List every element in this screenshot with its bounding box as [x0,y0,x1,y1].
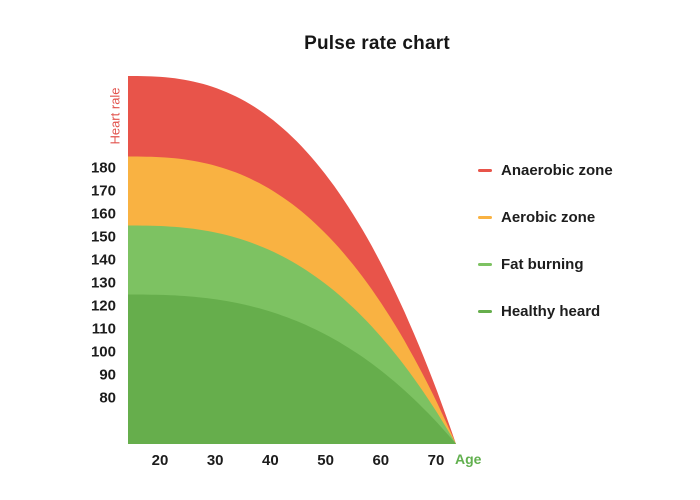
zone-healthy-heard [128,294,456,444]
y-tick-label: 120 [90,297,116,315]
x-tick-label: 40 [262,452,279,469]
x-tick-label: 70 [427,452,445,469]
legend: Anaerobic zone Aerobic zone Fat burning … [478,161,613,320]
legend-label: Aerobic zone [501,208,596,226]
legend-item-fat-burning: Fat burning [478,255,613,273]
y-tick-label: 180 [90,159,116,177]
legend-label: Healthy heard [501,302,601,320]
legend-item-healthy-heard: Healthy heard [478,302,613,320]
legend-item-anaerobic: Anaerobic zone [478,161,613,179]
chart-title: Pulse rate chart [304,33,450,54]
anaerobic-dash-icon [478,168,492,172]
x-tick-label: 30 [206,452,224,469]
x-tick-label: 50 [317,452,334,469]
y-tick-label: 150 [90,228,116,246]
fat-burning-dash-icon [478,262,492,266]
legend-item-aerobic: Aerobic zone [478,208,613,226]
y-tick-label: 90 [99,366,116,384]
x-axis-label: Age [455,451,482,467]
y-tick-label: 100 [90,343,116,361]
x-tick-label: 60 [372,452,390,469]
healthy-heard-dash-icon [478,309,492,313]
y-tick-label: 110 [91,320,116,338]
x-tick-label: 20 [151,452,169,469]
legend-label: Fat burning [501,255,584,273]
y-tick-label: 140 [90,251,116,269]
y-tick-label: 160 [90,205,116,223]
y-tick-label: 170 [90,182,116,200]
legend-label: Anaerobic zone [501,161,613,179]
y-tick-label: 130 [90,274,116,292]
y-tick-label: 80 [99,389,116,407]
aerobic-dash-icon [478,215,492,219]
